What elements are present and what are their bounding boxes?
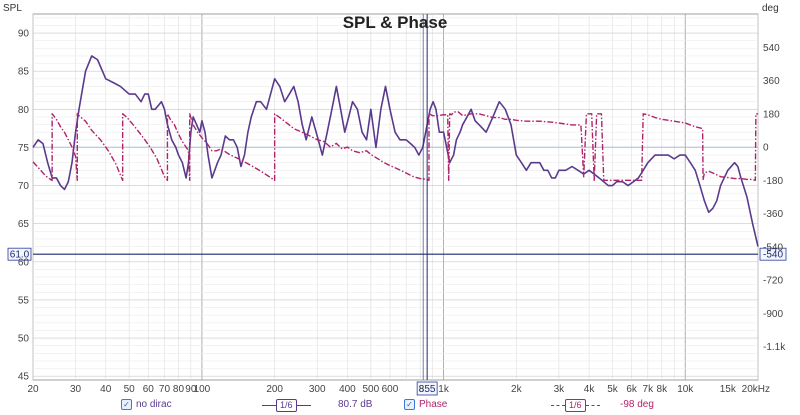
- x-tick-label: 70: [159, 384, 171, 395]
- x-tick-label: 50: [124, 384, 136, 395]
- x-tick-label: 60: [143, 384, 155, 395]
- x-tick-label: 300: [309, 384, 326, 395]
- checkbox-phase[interactable]: ✓: [404, 399, 415, 410]
- y-right-tick-label: -720: [763, 276, 783, 287]
- y-right-tick-label: -540: [763, 242, 783, 253]
- y-left-label: SPL: [3, 3, 22, 14]
- x-tick-label: 400: [339, 384, 356, 395]
- legend-item-no-dirac[interactable]: ✓ no dirac: [121, 399, 172, 410]
- grid-lines: [32, 14, 759, 380]
- x-tick-label: 40: [100, 384, 112, 395]
- y-left-tick-label: 90: [18, 29, 30, 40]
- cursor-spl-readout: 61.0: [10, 250, 30, 261]
- x-tick-label: 7k: [643, 384, 655, 395]
- series-phase[interactable]: [32, 111, 758, 182]
- x-tick-label: 90: [185, 384, 197, 395]
- series-no-dirac[interactable]: [32, 55, 759, 247]
- y-left-tick-label: 85: [18, 67, 30, 78]
- y-right-tick-label: 0: [763, 143, 769, 154]
- chart-title: SPL & Phase: [343, 13, 448, 32]
- x-tick-label: 8k: [657, 384, 669, 395]
- checkbox-no-dirac[interactable]: ✓: [121, 399, 132, 410]
- smoothing-value-phase: 1/6: [565, 399, 586, 412]
- x-tick-label: 4k: [584, 384, 596, 395]
- x-tick-label: 10k: [677, 384, 694, 395]
- x-tick-label: 500: [362, 384, 379, 395]
- left-axis: 45 50 55 60 65 70 75 80 85 90: [18, 29, 30, 383]
- legend-item-phase[interactable]: ✓ Phase: [404, 399, 447, 410]
- x-tick-label: 2k: [511, 384, 523, 395]
- y-right-tick-label: 540: [763, 43, 780, 54]
- cursor-phase-readout: -540: [763, 250, 783, 261]
- x-tick-label: 600: [382, 384, 399, 395]
- x-tick-label: 3k: [554, 384, 566, 395]
- x-tick-label: 30: [70, 384, 82, 395]
- y-left-tick-label: 80: [18, 105, 30, 116]
- y-right-tick-label: -180: [763, 176, 783, 187]
- legend-value-phase: -98 deg: [620, 399, 654, 410]
- y-left-tick-label: 55: [18, 295, 30, 306]
- smoothing-control-no-dirac[interactable]: 1/6: [262, 399, 311, 412]
- cursor-phase-readout-box: [759, 247, 787, 261]
- y-left-tick-label: 45: [18, 372, 30, 383]
- series-layer: [32, 55, 759, 247]
- y-right-tick-label: -900: [763, 309, 783, 320]
- x-tick-label: 15k: [720, 384, 737, 395]
- x-tick-label: 100: [194, 384, 211, 395]
- x-tick-label: 5k: [607, 384, 619, 395]
- legend-bar: ✓ no dirac 1/6 80.7 dB ✓ Phase 1/6 -98 d…: [0, 397, 800, 415]
- x-tick-label: 200: [266, 384, 283, 395]
- x-tick-label: 80: [173, 384, 185, 395]
- y-right-tick-label: -360: [763, 209, 783, 220]
- y-left-tick-label: 60: [18, 257, 30, 268]
- y-right-tick-label: -1.1k: [763, 342, 786, 353]
- y-right-tick-label: 360: [763, 76, 780, 87]
- x-tick-label: 1k: [438, 384, 450, 395]
- y-left-tick-label: 75: [18, 143, 30, 154]
- smoothing-value-no-dirac: 1/6: [276, 399, 297, 412]
- cursor-freq-readout: 855: [419, 384, 436, 395]
- y-right-tick-label: 180: [763, 109, 780, 120]
- x-tick-label: 20: [27, 384, 39, 395]
- y-left-tick-label: 50: [18, 334, 30, 345]
- legend-label-no-dirac: no dirac: [136, 399, 172, 410]
- smoothing-control-phase[interactable]: 1/6: [551, 399, 600, 412]
- legend-label-phase: Phase: [419, 399, 448, 410]
- cursor-freq-readout-box: [416, 381, 438, 396]
- y-left-tick-label: 70: [18, 181, 30, 192]
- x-tick-label: 8: [419, 384, 425, 395]
- y-right-label: deg: [762, 3, 779, 14]
- x-tick-label: 6k: [626, 384, 638, 395]
- x-tick-label: 20kHz: [742, 384, 770, 395]
- right-axis: 540 360 180 0 -180 -360 -540 -720 -900 -1.1k: [763, 43, 786, 353]
- plot-area[interactable]: [32, 13, 759, 381]
- legend-value-no-dirac: 80.7 dB: [338, 399, 373, 410]
- cursor-spl-readout-box: [7, 247, 32, 261]
- y-left-tick-label: 65: [18, 219, 30, 230]
